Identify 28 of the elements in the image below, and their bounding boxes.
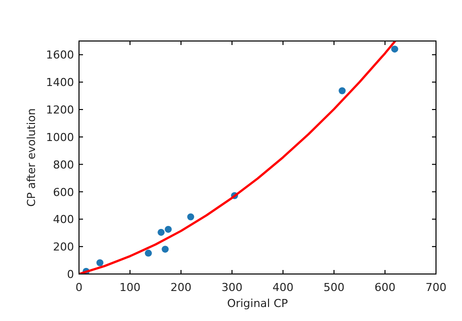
y-tick-label: 600 (53, 186, 74, 199)
y-tick-label: 0 (67, 268, 74, 281)
x-tick-label: 500 (324, 281, 344, 294)
point (338, 87, 346, 94)
point (391, 46, 398, 53)
x-tick-label: 200 (170, 281, 192, 294)
point (158, 228, 165, 236)
x-tick-label: 100 (120, 281, 140, 294)
y-tick-label: 1400 (46, 76, 74, 90)
y-tick-label: 1000 (46, 130, 74, 144)
point (162, 246, 169, 253)
y-axis-title: CP after evolution (25, 108, 38, 207)
point (187, 213, 194, 220)
x-tick-label: 300 (222, 281, 242, 294)
x-tick-label: 0 (76, 281, 82, 294)
y-tick-label: 800 (53, 158, 74, 172)
point (144, 250, 152, 257)
line-series (79, 41, 396, 274)
point (96, 259, 104, 266)
point (164, 226, 172, 233)
y-tick-label: 400 (53, 213, 74, 226)
x-tick-label: 700 (426, 281, 446, 294)
x-tick-label: 600 (374, 281, 396, 294)
y-tick-label: 1200 (46, 104, 74, 117)
y-tick-label: 1600 (46, 48, 74, 62)
x-axis-title: Original CP (227, 297, 288, 310)
x-tick-label: 400 (272, 281, 294, 294)
y-tick-label: 200 (53, 240, 74, 254)
